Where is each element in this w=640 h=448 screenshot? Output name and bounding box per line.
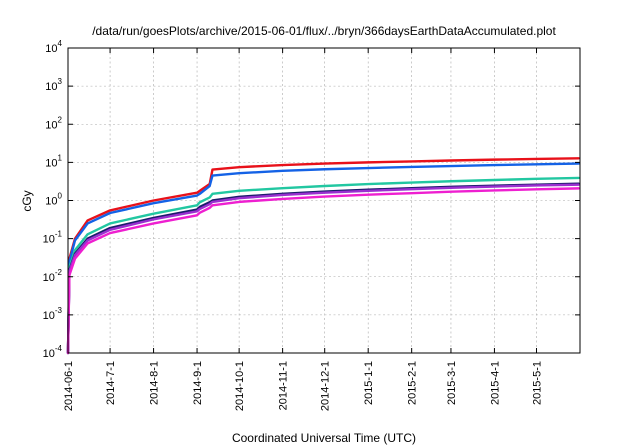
series-layer: [66, 157, 580, 355]
x-tick-label: 2014-11-1: [278, 361, 290, 410]
axis-ticks: 2014-06-1 2014-7-1 2014-8-1 2014-9-1 2014-10…: [43, 39, 580, 411]
x-tick-label: 2015-2-1: [407, 361, 419, 405]
series-line: [66, 157, 580, 355]
y-tick-label: 102: [45, 115, 62, 131]
x-tick-label: 2014-06-1: [63, 361, 75, 411]
x-tick-label: 2015-3-1: [446, 361, 458, 405]
x-tick-label: 2014-9-1: [192, 361, 204, 405]
x-tick-label: 2015-1-1: [363, 361, 375, 405]
series-line: [66, 162, 580, 355]
x-axis-label: Coordinated Universal Time (UTC): [232, 431, 416, 445]
y-tick-label: 10-1: [43, 230, 63, 246]
x-tick-label: 2015-5-1: [532, 361, 544, 405]
x-tick-label: 2014-8-1: [149, 361, 161, 405]
y-tick-label: 104: [45, 39, 62, 55]
series-line: [66, 182, 580, 355]
y-tick-label: 103: [45, 77, 62, 93]
y-tick-label: 100: [45, 192, 62, 208]
x-tick-label: 2015-4-1: [489, 361, 501, 405]
y-axis-label: cGy: [20, 190, 34, 211]
y-tick-label: 10-2: [43, 268, 63, 284]
grid: [68, 48, 580, 353]
x-tick-label: 2014-12-1: [320, 361, 332, 411]
x-tick-label: 2014-10-1: [234, 361, 246, 411]
chart-title: /data/run/goesPlots/archive/2015-06-01/f…: [92, 24, 556, 38]
series-line: [66, 176, 580, 355]
series-line: [66, 183, 580, 355]
x-tick-label: 2014-7-1: [105, 361, 117, 405]
y-tick-label: 101: [45, 153, 62, 169]
series-line: [66, 187, 580, 355]
y-tick-label: 10-3: [43, 306, 63, 322]
y-tick-label: 10-4: [43, 344, 63, 360]
